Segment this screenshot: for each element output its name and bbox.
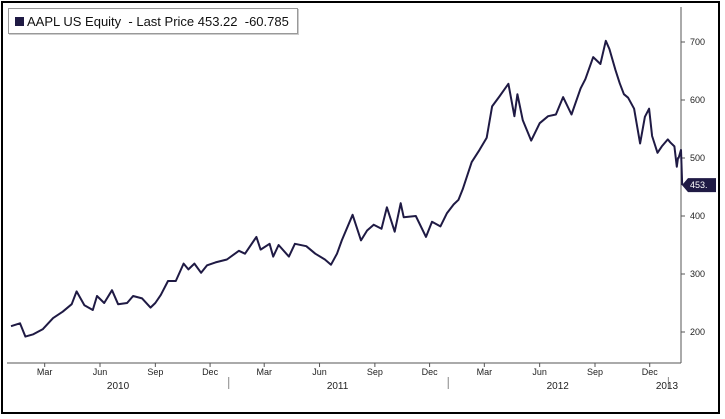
x-tick-label: Jun: [93, 367, 108, 377]
year-label: 2013: [656, 381, 679, 392]
x-tick-label: Mar: [37, 367, 53, 377]
x-tick-label: Sep: [367, 367, 383, 377]
y-tick-label: 700: [690, 37, 705, 47]
x-tick-label: Sep: [587, 367, 603, 377]
y-tick-label: 200: [690, 327, 705, 337]
last-price-label: 453.: [690, 180, 708, 190]
year-label: 2012: [547, 381, 570, 392]
legend-label: AAPL US Equity - Last Price 453.22 -60.7…: [27, 13, 289, 29]
y-tick-label: 600: [690, 95, 705, 105]
x-tick-label: Dec: [422, 367, 439, 377]
legend: AAPL US Equity - Last Price 453.22 -60.7…: [8, 8, 298, 34]
year-label: 2010: [107, 381, 130, 392]
y-tick-label: 500: [690, 153, 705, 163]
x-tick-label: Sep: [147, 367, 163, 377]
y-tick-label: 400: [690, 211, 705, 221]
x-tick-label: Dec: [642, 367, 659, 377]
chart-svg: 200 300 400 500 600 700 Mar Jun Sep Dec Mar Jun Sep…: [7, 7, 716, 392]
last-price-tag: 453.: [682, 178, 716, 193]
x-tick-label: Mar: [256, 367, 272, 377]
legend-swatch: [15, 16, 24, 26]
x-tick-label: Jun: [312, 367, 327, 377]
y-tick-label: 300: [690, 269, 705, 279]
x-axis: Mar Jun Sep Dec Mar Jun Sep Dec Mar Jun Sep Dec 2010…: [7, 362, 681, 392]
last-price-tag-shape: [682, 178, 716, 193]
x-tick-label: Jun: [532, 367, 547, 377]
year-label: 2011: [327, 381, 349, 392]
chart-frame: 200 300 400 500 600 700 Mar Jun Sep Dec Mar Jun Sep…: [1, 1, 720, 414]
series-line: [10, 39, 684, 338]
x-tick-label: Mar: [477, 367, 493, 377]
x-tick-label: Dec: [202, 367, 219, 377]
